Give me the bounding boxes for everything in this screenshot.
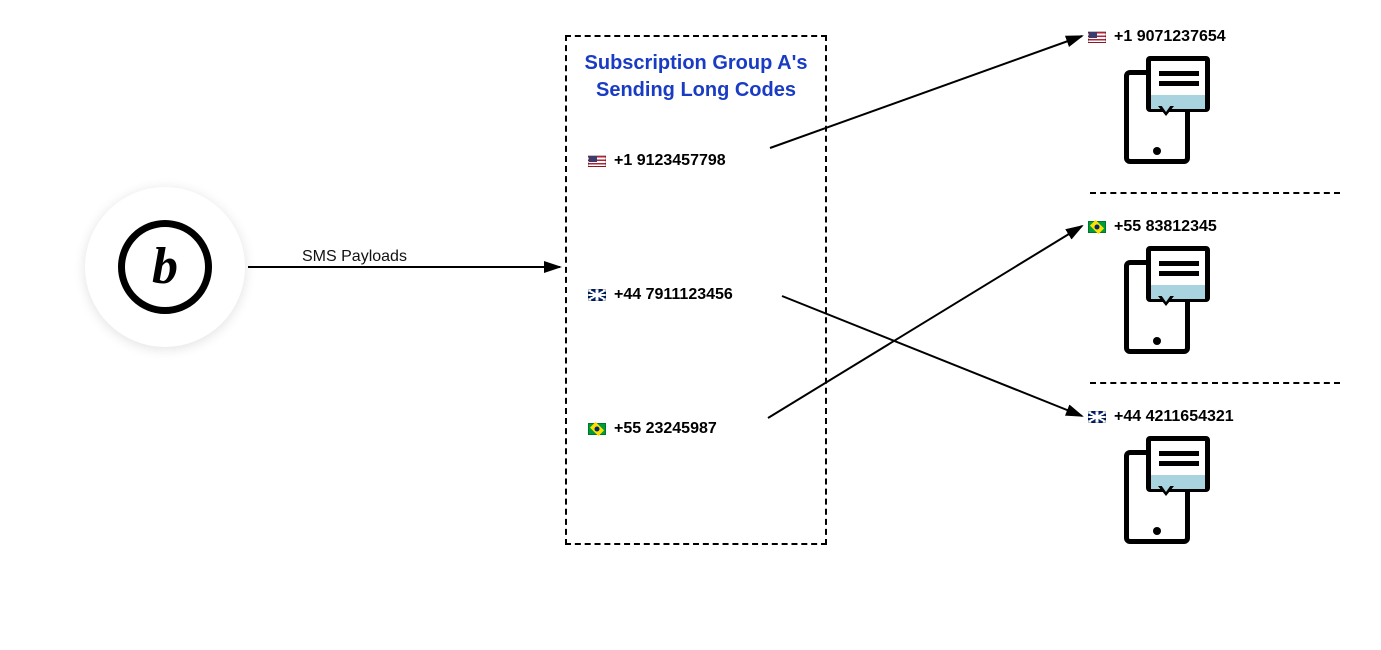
recipient-uk: +44 4211654321 [1088, 408, 1234, 426]
br-flag-icon [1088, 221, 1106, 233]
uk-flag-icon [588, 289, 606, 301]
long-code-label: +55 23245987 [614, 420, 717, 438]
phone-device-icon [1120, 56, 1210, 166]
logo-glyph: b [118, 220, 212, 314]
sms-payloads-label: SMS Payloads [302, 248, 407, 266]
recipient-number: +44 4211654321 [1114, 408, 1234, 426]
long-code-br: +55 23245987 [588, 420, 717, 438]
br-flag-icon [588, 423, 606, 435]
long-code-label: +1 9123457798 [614, 152, 726, 170]
phone-device-icon [1120, 436, 1210, 546]
recipient-number: +1 9071237654 [1114, 28, 1226, 46]
recipient-us: +1 9071237654 [1088, 28, 1226, 46]
long-code-uk: +44 7911123456 [588, 286, 733, 304]
arrow-uk-to-recipient [782, 296, 1082, 416]
us-flag-icon [1088, 31, 1106, 43]
phone-device-icon [1120, 246, 1210, 356]
uk-flag-icon [1088, 411, 1106, 423]
source-logo: b [85, 187, 245, 347]
us-flag-icon [588, 155, 606, 167]
long-code-us: +1 9123457798 [588, 152, 726, 170]
group-box-title: Subscription Group A's Sending Long Code… [567, 50, 825, 104]
recipient-divider [1090, 382, 1340, 384]
long-code-label: +44 7911123456 [614, 286, 733, 304]
recipient-divider [1090, 192, 1340, 194]
recipient-number: +55 83812345 [1114, 218, 1217, 236]
recipient-br: +55 83812345 [1088, 218, 1217, 236]
